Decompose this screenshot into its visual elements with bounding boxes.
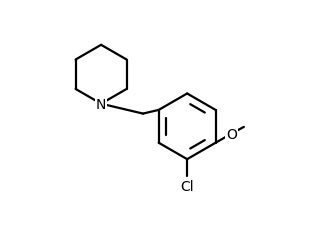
Text: O: O [226, 127, 237, 141]
Text: Cl: Cl [180, 179, 194, 193]
Text: N: N [96, 97, 106, 111]
